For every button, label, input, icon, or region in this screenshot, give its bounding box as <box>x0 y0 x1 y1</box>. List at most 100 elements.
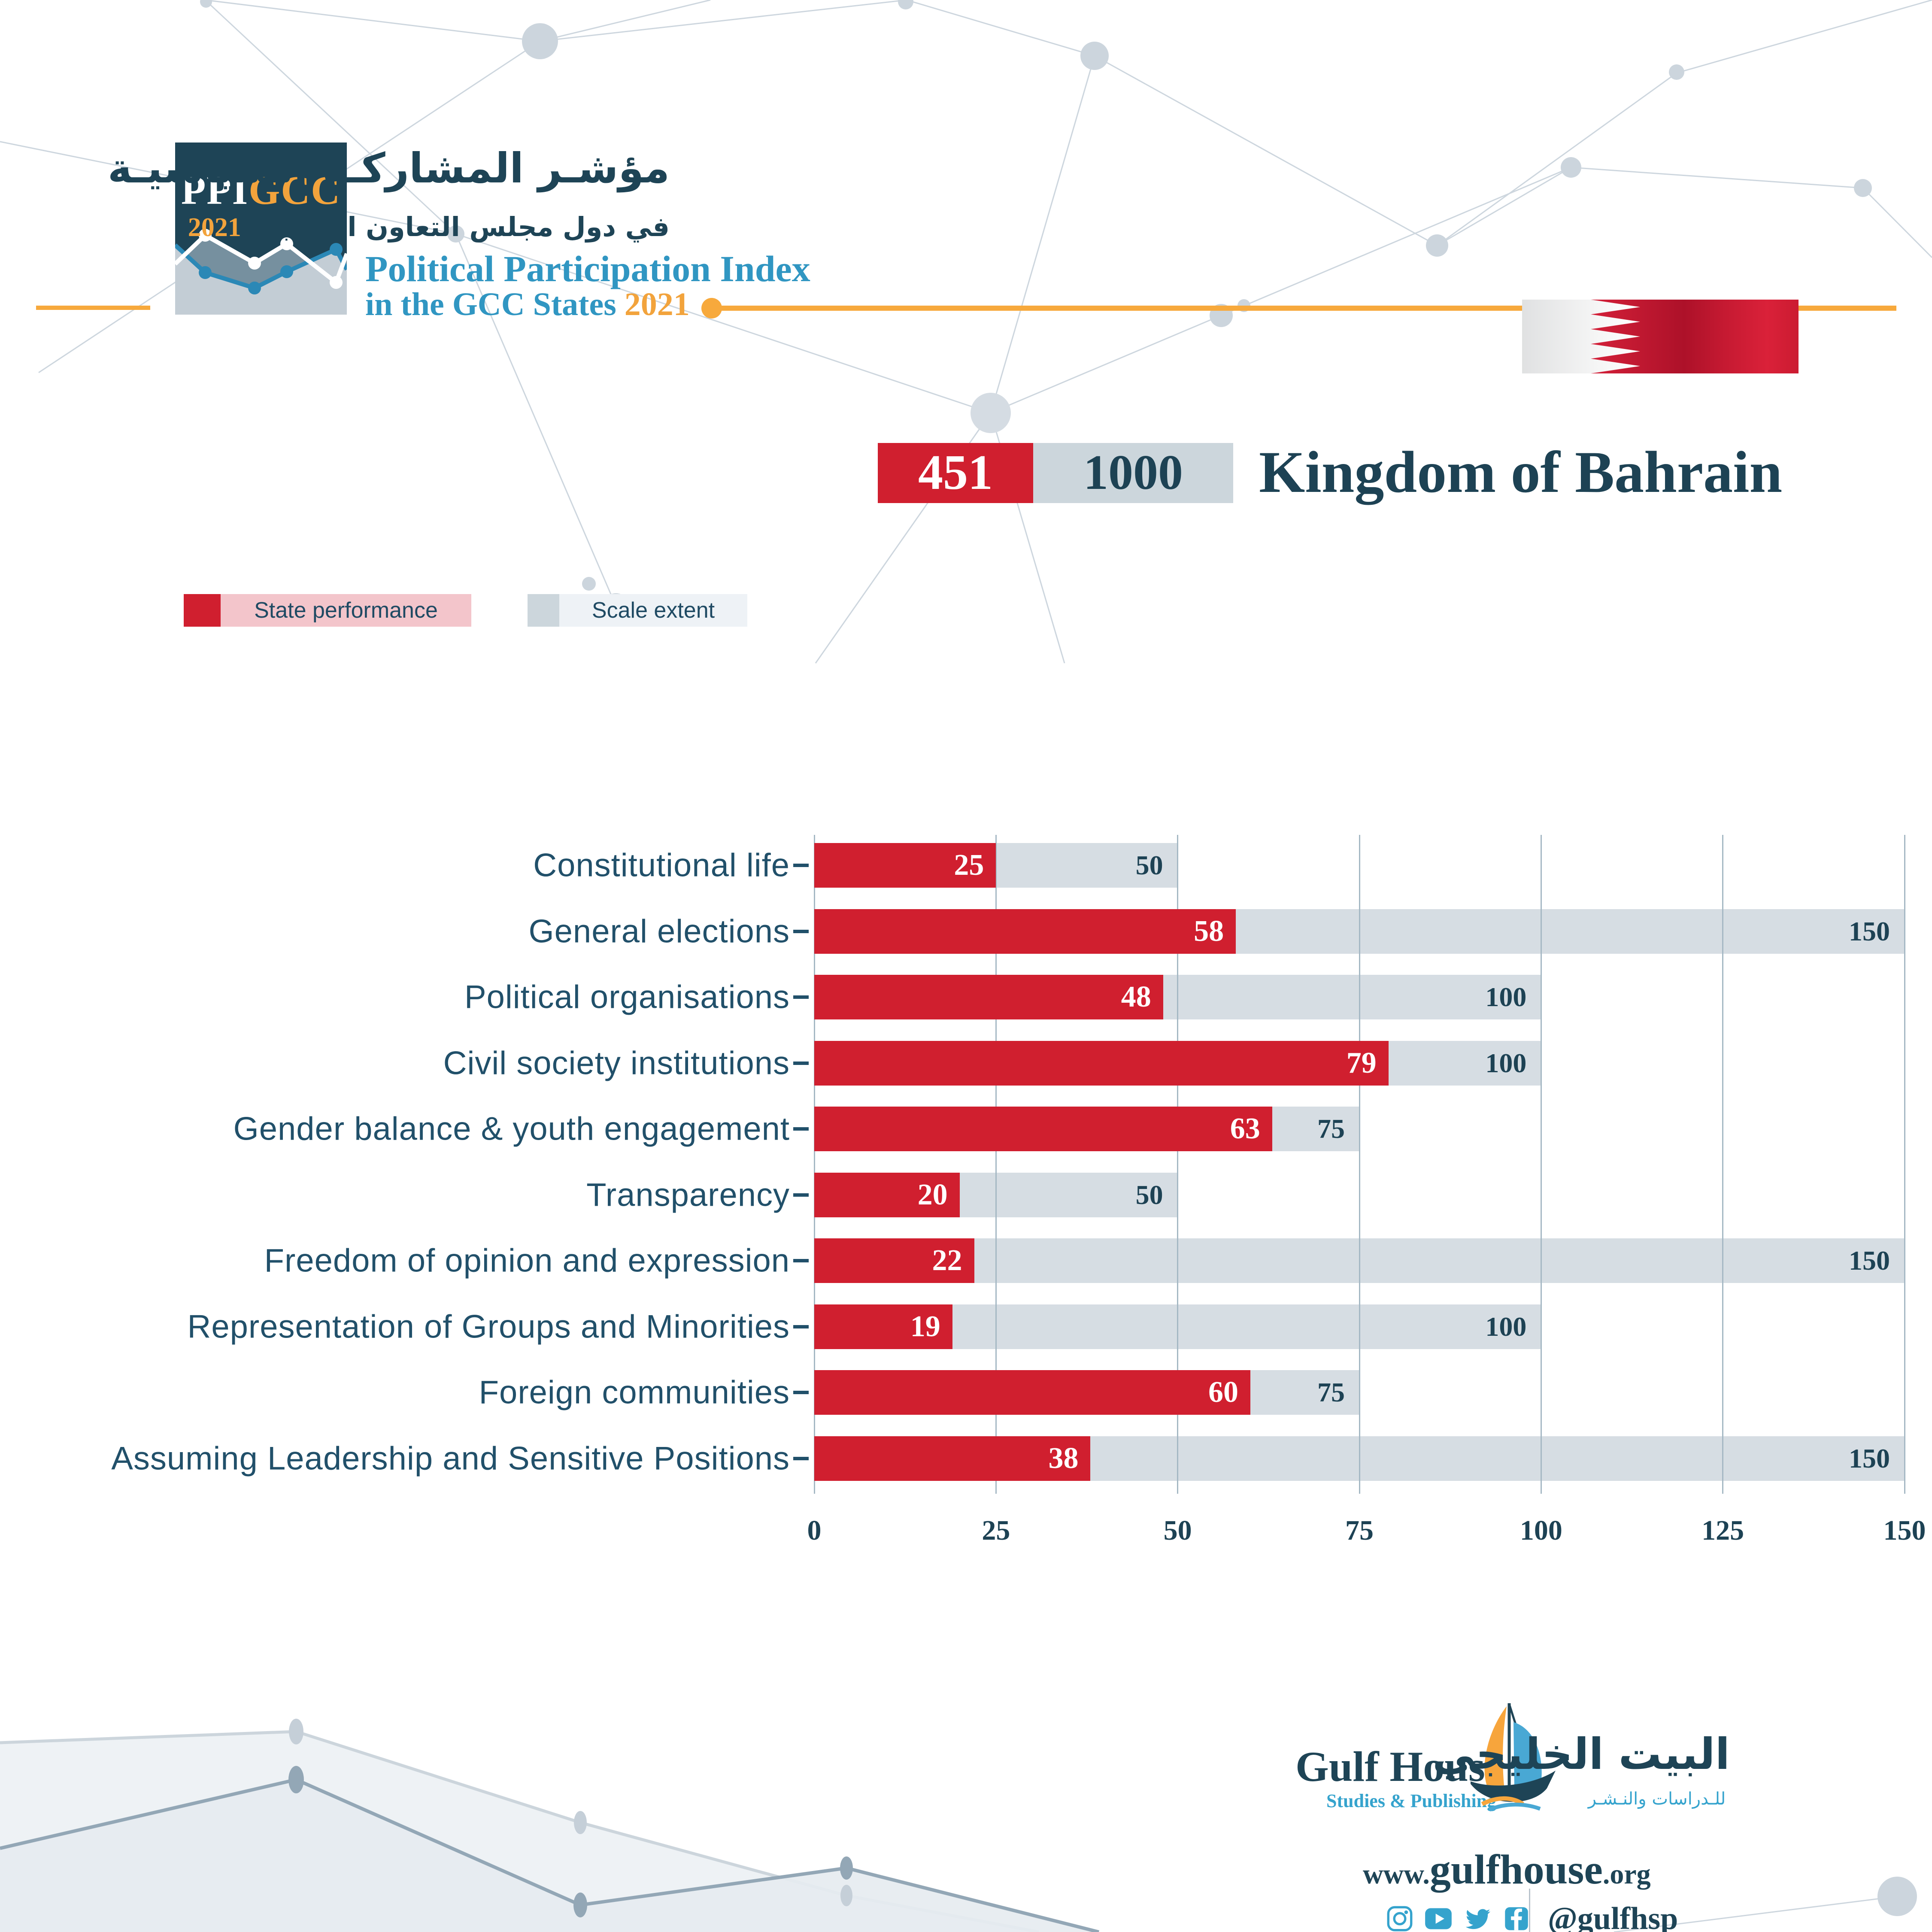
logo-ppi: PPI <box>181 168 249 213</box>
instagram-icon[interactable] <box>1386 1905 1413 1932</box>
x-tick-label: 25 <box>982 1515 1010 1546</box>
category-label: General elections <box>528 913 790 949</box>
category-label: Civil society institutions <box>443 1045 790 1081</box>
gulfhouse-brand-name-arabic: البيت الخليجي <box>1432 1729 1730 1779</box>
bar-value-label: 63 <box>1230 1112 1260 1145</box>
twitter-icon[interactable] <box>1464 1905 1492 1932</box>
x-tick-label: 125 <box>1701 1515 1744 1546</box>
title-arabic-line2: في دول مجلس التعاون الخليجي 2021 <box>188 211 670 243</box>
bar-performance <box>814 843 996 888</box>
title-english-line1: Political Participation Index <box>365 248 810 289</box>
website-name: gulfhouse <box>1429 1847 1603 1893</box>
website-www: www. <box>1363 1859 1430 1890</box>
logo-linechart-icon <box>175 229 347 315</box>
gulfhouse-brand-name: Gulf House <box>1295 1743 1504 1790</box>
x-tick-label: 150 <box>1883 1515 1926 1546</box>
bar-performance <box>814 1436 1091 1481</box>
bar-performance <box>814 1172 960 1217</box>
category-label: Assuming Leadership and Sensitive Positi… <box>111 1440 790 1477</box>
bar-value-label: 19 <box>910 1310 940 1343</box>
category-tick <box>793 1456 809 1460</box>
country-title: Kingdom of Bahrain <box>1259 439 1783 505</box>
gridline <box>1177 835 1179 1494</box>
category-tick <box>793 1259 809 1262</box>
category-label: Foreign communities <box>479 1374 790 1411</box>
bar-extent-label: 50 <box>1135 850 1163 880</box>
bar-extent-label: 100 <box>1485 1047 1527 1078</box>
bar-performance <box>814 975 1163 1019</box>
ppigcc-logo-text: PPIGCC <box>175 167 347 214</box>
website-url[interactable]: www.gulfhouse.org <box>1363 1846 1651 1894</box>
bar-extent-label: 50 <box>1135 1179 1163 1210</box>
bar-extent-label: 150 <box>1849 1443 1890 1474</box>
category-tick <box>793 995 809 999</box>
website-tld: .org <box>1602 1859 1651 1890</box>
category-label: Freedom of opinion and expression <box>264 1242 790 1279</box>
footer-divider <box>1529 1889 1530 1932</box>
category-tick <box>793 929 809 933</box>
bar-performance <box>814 1238 974 1283</box>
category-label: Transparency <box>586 1177 790 1213</box>
title-arabic-year: 2021 <box>188 213 241 242</box>
x-tick-label: 75 <box>1345 1515 1374 1546</box>
gulfhouse-brand-subtitle-arabic: للـدراسات والنـشـر <box>1588 1789 1726 1809</box>
title-arabic-line1: مؤشـر المشاركـة السياسيـة <box>107 144 670 192</box>
bar-value-label: 48 <box>1121 980 1151 1013</box>
bahrain-flag <box>1522 300 1799 373</box>
gridline <box>1722 835 1724 1494</box>
category-tick <box>793 1325 809 1328</box>
bar-extent-label: 75 <box>1317 1113 1345 1144</box>
gulfhouse-brand-subtitle: Studies & Publishing <box>1326 1790 1497 1811</box>
bar-performance <box>814 1040 1389 1086</box>
bar-value-label: 20 <box>917 1178 948 1211</box>
plot-area: 25 50 58 150 48 100 79 100 63 75 20 50 22 150 19 100 60 7… <box>813 835 1905 1494</box>
category-tick <box>793 1391 809 1394</box>
score-scale-badge: 1000 <box>1033 443 1233 503</box>
legend-extent-swatch <box>528 594 559 627</box>
gridline <box>995 835 997 1494</box>
gridline <box>813 835 815 1494</box>
gridline <box>1904 835 1905 1494</box>
title-arabic-line2-text: في دول مجلس التعاون الخليجي <box>250 211 670 243</box>
legend-extent-label: Scale extent <box>559 594 747 627</box>
bar-extent-label: 75 <box>1317 1377 1345 1407</box>
bar-extent-label: 150 <box>1849 916 1890 946</box>
ppigcc-logo: PPIGCC <box>175 143 347 315</box>
bar-extent-label: 100 <box>1485 982 1527 1012</box>
category-label: Political organisations <box>464 979 790 1016</box>
x-tick-label: 0 <box>807 1515 822 1546</box>
bar-performance <box>814 1370 1250 1415</box>
bar-performance <box>814 1107 1272 1151</box>
x-tick-label: 50 <box>1163 1515 1192 1546</box>
header-rule-dot <box>701 298 722 318</box>
bar-value-label: 60 <box>1208 1376 1238 1409</box>
score-value-badge: 451 <box>878 443 1033 503</box>
social-handle[interactable]: @gulfhsp <box>1548 1901 1678 1932</box>
bar-value-label: 22 <box>932 1244 962 1277</box>
header-rule-left <box>36 306 150 310</box>
bar-performance <box>814 1304 952 1349</box>
category-tick <box>793 1061 809 1065</box>
gridline <box>1540 835 1542 1494</box>
legend-performance-swatch <box>184 594 221 627</box>
youtube-icon[interactable] <box>1424 1905 1453 1932</box>
logo-gcc: GCC <box>249 168 341 213</box>
bar-extent-label: 100 <box>1485 1311 1527 1342</box>
bar-performance <box>814 909 1236 954</box>
social-icons-row <box>1386 1901 1530 1932</box>
bar-value-label: 79 <box>1346 1046 1377 1080</box>
title-english-line2-text: in the GCC States <box>365 286 616 322</box>
gulfhouse-boat-icon <box>1471 1703 1556 1811</box>
gridline <box>1359 835 1360 1494</box>
bar-value-label: 58 <box>1194 914 1224 948</box>
facebook-icon[interactable] <box>1503 1905 1530 1932</box>
category-label: Gender balance & youth engagement <box>233 1110 790 1147</box>
title-english-year: 2021 <box>624 286 690 322</box>
category-tick <box>793 864 809 867</box>
legend-performance-label: State performance <box>221 594 471 627</box>
category-tick <box>793 1193 809 1197</box>
title-english-line2: in the GCC States 2021 <box>365 286 690 323</box>
category-label: Representation of Groups and Minorities <box>187 1308 790 1345</box>
